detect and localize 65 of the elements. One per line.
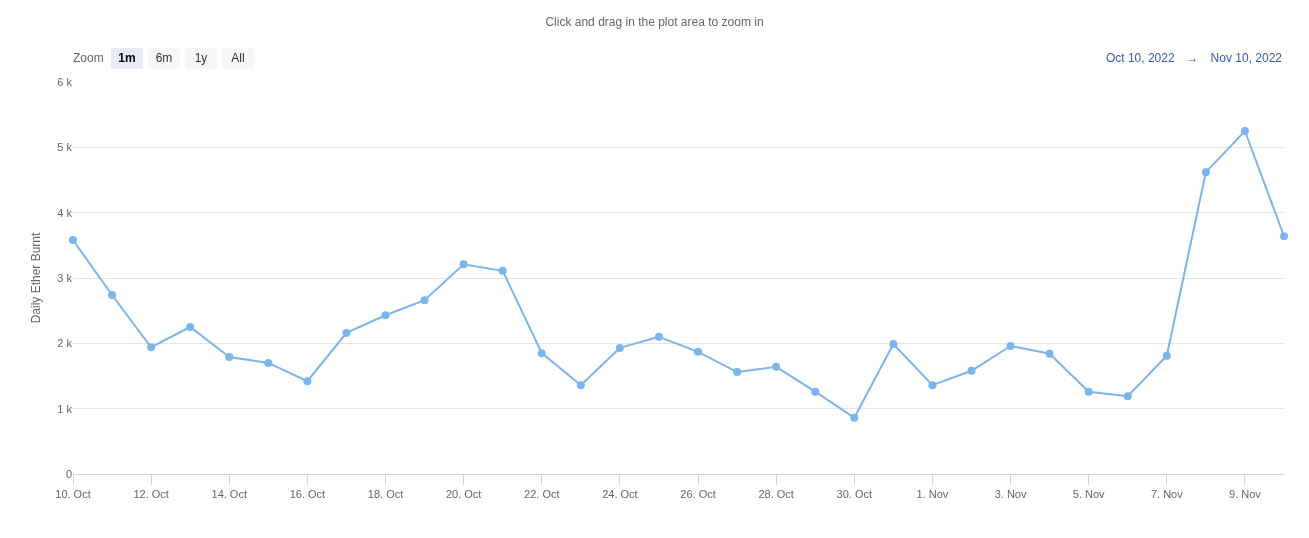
point (342, 328, 351, 337)
point (576, 381, 585, 390)
text: Nov 10, 2022 (1210, 51, 1282, 65)
point (459, 260, 468, 269)
point (1123, 392, 1132, 401)
x-tick-label: 28. Oct (758, 488, 794, 501)
x-tick-label: 16. Oct (289, 488, 326, 501)
point (615, 343, 624, 352)
y-tick-label: 3 k (57, 271, 73, 284)
point (69, 236, 77, 245)
range-button: 6m (148, 48, 180, 69)
x-tick-label: 14. Oct (211, 488, 247, 501)
point (225, 353, 234, 362)
x-tick-label: 3. Nov (994, 488, 1027, 501)
y-tick-label: 4 k (57, 206, 73, 219)
point (381, 311, 390, 320)
y-tick-label: 1 k (57, 402, 73, 415)
point (186, 323, 195, 331)
x-tick-label: 7. Nov (1150, 488, 1184, 501)
point (537, 349, 546, 358)
x-tick-label: 24. Oct (602, 488, 638, 501)
y-tick-label: 5 k (57, 141, 73, 154)
point (147, 343, 156, 352)
point (1162, 351, 1171, 360)
point (108, 290, 117, 299)
x-tick-label: 1. Nov (916, 488, 949, 501)
point (498, 266, 507, 275)
text: Oct 10, 2022 (1105, 51, 1175, 65)
point (928, 381, 937, 390)
x-tick-label: 20. Oct (445, 488, 482, 501)
point (772, 362, 781, 371)
point (967, 366, 976, 375)
point (850, 413, 859, 422)
point (1201, 168, 1210, 177)
point (420, 296, 429, 305)
y-tick-label: 6 k (57, 75, 73, 88)
x-tick-label: 12. Oct (133, 488, 169, 501)
x-tick-label: 10. Oct (55, 488, 91, 501)
point (733, 368, 742, 377)
point (1084, 387, 1093, 396)
point (303, 377, 312, 386)
y-tick-label: 0 (65, 467, 72, 480)
x-tick-label: 18. Oct (367, 488, 404, 501)
point (1240, 127, 1249, 135)
point (1280, 232, 1288, 241)
x-tick-label: 5. Nov (1072, 488, 1106, 501)
x-tick-label: 30. Oct (836, 488, 873, 501)
point (264, 358, 273, 367)
text: Zoom (73, 50, 104, 67)
chart-subtitle: Click and drag in the plot area to zoom in (545, 15, 764, 30)
point (654, 332, 663, 341)
x-tick-label: 22. Oct (524, 488, 560, 501)
point (811, 387, 820, 396)
y-tick-label: 2 k (57, 337, 73, 350)
range-button: 1m (111, 48, 143, 69)
range-button: All (222, 48, 254, 69)
point (694, 347, 703, 356)
point (889, 339, 898, 348)
point (1006, 341, 1015, 350)
x-tick-label: 26. Oct (680, 488, 716, 501)
x-tick-label: 9. Nov (1229, 488, 1262, 501)
y-axis-title: Daily Ether Burnt (28, 231, 43, 324)
range-button: 1y (185, 48, 217, 69)
point (1045, 349, 1054, 358)
text: → (1186, 51, 1199, 65)
